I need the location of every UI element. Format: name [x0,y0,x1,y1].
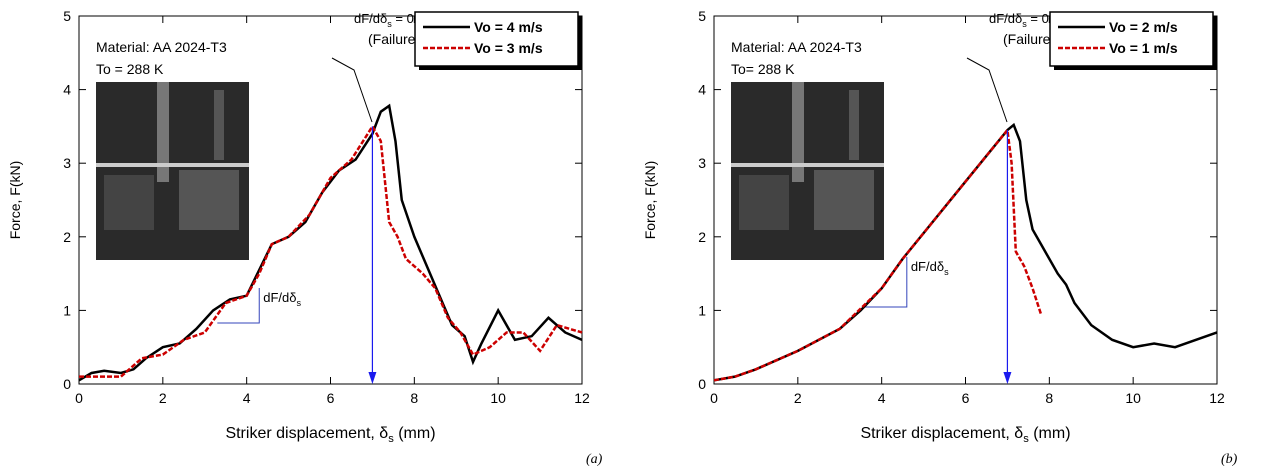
photo-post [214,90,224,160]
y-tick-label: 1 [698,302,706,318]
legend-label: Vo = 4 m/s [474,19,543,35]
legend-label: Vo = 2 m/s [1109,19,1178,35]
x-tick-label: 4 [243,390,251,406]
x-axis-label: Striker displacement, δs (mm) [860,425,1070,445]
failure-annotation: dF/dδs = 0 [989,11,1049,29]
arrow-head [1003,372,1012,384]
x-tick-label: 10 [490,390,506,406]
photo-plate [179,170,239,230]
y-tick-label: 5 [63,8,71,24]
x-tick-label: 12 [574,390,590,406]
photo-clamp [739,175,789,230]
y-tick-label: 4 [63,82,71,98]
legend-box [414,11,579,67]
subscript: s [1023,433,1029,445]
subscript: s [388,433,394,445]
text-part: dF/dδ [263,290,296,305]
text-part: dF/dδ [354,11,387,26]
x-tick-label: 4 [878,390,886,406]
photo-clamp [104,175,154,230]
photo-rod [792,82,804,182]
panel-label: (b) [1221,452,1238,467]
x-tick-label: 2 [159,390,167,406]
text-part: dF/dδ [911,259,944,274]
y-axis-label: Force, F(kN) [642,161,658,240]
inset-photo [96,82,249,260]
text-part: = 0 [392,11,414,26]
legend-box [1049,11,1214,67]
temperature-label: To= 288 K [731,61,795,77]
plot-frame [78,15,583,385]
y-axis-label: Force, F(kN) [7,161,23,240]
subscript: s [1022,19,1027,29]
failure-annotation: dF/dδs = 0 [354,11,414,29]
text-part: (mm) [394,425,436,442]
material-label: Material: AA 2024-T3 [96,39,227,55]
y-tick-label: 2 [63,229,71,245]
x-tick-label: 2 [794,390,802,406]
data-line [713,127,1043,382]
text-part: Striker displacement, δ [860,425,1023,442]
slope-label: dF/dδs [263,290,301,308]
failure-leader [966,57,1008,123]
text-part: = 0 [1027,11,1049,26]
x-tick-label: 8 [410,390,418,406]
photo-bar [96,163,249,167]
text-part: dF/dδ [989,11,1022,26]
slope-label: dF/dδs [911,259,949,277]
y-tick-label: 3 [698,155,706,171]
subscript: s [296,298,301,308]
x-tick-label: 8 [1045,390,1053,406]
y-tick-label: 5 [698,8,706,24]
x-tick-label: 0 [75,390,83,406]
plot-frame [713,15,1218,385]
legend-label: Vo = 1 m/s [1109,40,1178,56]
legend-label: Vo = 3 m/s [474,40,543,56]
photo-post [849,90,859,160]
text-part: (mm) [1029,425,1071,442]
x-tick-label: 0 [710,390,718,406]
data-line [78,103,583,382]
slope-triangle [217,288,260,324]
data-line [713,122,1218,382]
x-tick-label: 6 [962,390,970,406]
y-tick-label: 2 [698,229,706,245]
y-tick-label: 3 [63,155,71,171]
temperature-label: To = 288 K [96,61,164,77]
subscript: s [944,267,949,277]
x-axis-label: Striker displacement, δs (mm) [225,425,435,445]
x-tick-label: 12 [1209,390,1225,406]
inset-photo [731,82,884,260]
photo-bar [731,163,884,167]
photo-rod [157,82,169,182]
x-tick-label: 10 [1125,390,1141,406]
arrow-head [368,372,377,384]
photo-plate [814,170,874,230]
failure-leader [331,57,373,123]
data-line [79,123,583,378]
slope-triangle [864,257,908,308]
y-tick-label: 0 [63,376,71,392]
y-tick-label: 0 [698,376,706,392]
x-tick-label: 6 [327,390,335,406]
material-label: Material: AA 2024-T3 [731,39,862,55]
subscript: s [387,19,392,29]
y-tick-label: 1 [63,302,71,318]
panel-label: (a) [586,452,603,467]
text-part: Striker displacement, δ [225,425,388,442]
y-tick-label: 4 [698,82,706,98]
